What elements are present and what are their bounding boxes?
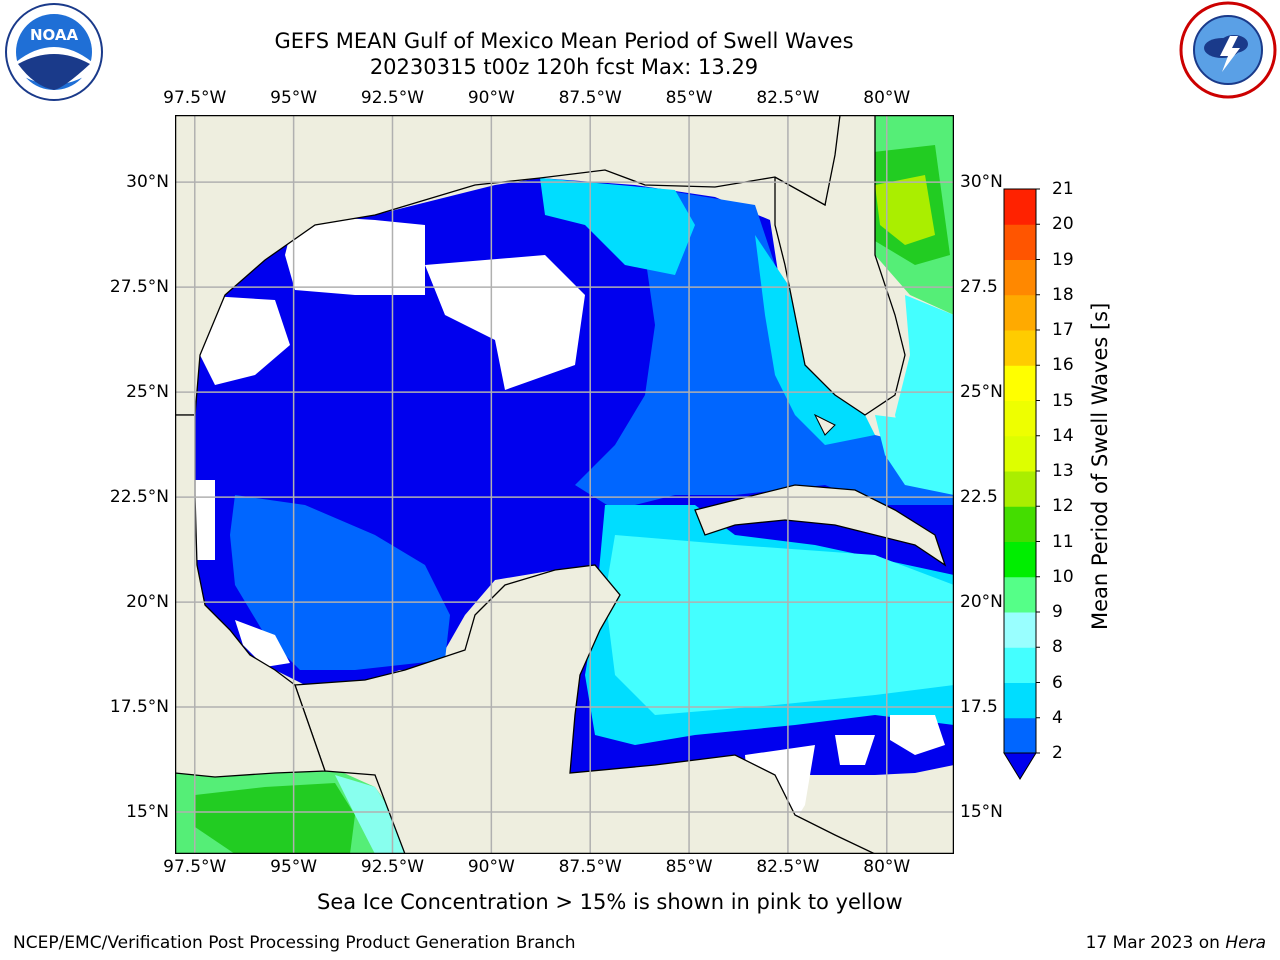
colorbar-segment — [1004, 576, 1036, 613]
colorbar-segment — [1004, 682, 1036, 719]
graticule — [175, 115, 954, 854]
colorbar-tick-label: 4 — [1052, 707, 1063, 728]
atlantic-swell-max — [875, 175, 935, 245]
longitude-tick-label: 95°W — [270, 857, 318, 877]
longitude-tick-label: 85°W — [665, 88, 713, 108]
colorbar-tick-label: 18 — [1052, 284, 1074, 305]
central-america-land — [294, 564, 876, 854]
colorbar-tick-label: 10 — [1052, 566, 1074, 587]
latitude-tick-label: 17.5°N — [109, 697, 169, 718]
cuba-land — [694, 484, 947, 567]
map-title: GEFS MEAN Gulf of Mexico Mean Period of … — [274, 29, 854, 53]
colorbar-tick-label: 16 — [1052, 355, 1074, 376]
host-text: Hera — [1225, 933, 1266, 953]
colorbar-tick-label: 6 — [1052, 672, 1063, 693]
pacific-swell-edge — [335, 775, 410, 854]
colorbar-segment — [1004, 400, 1036, 437]
colorbar-segment — [1004, 189, 1036, 225]
colorbar-segment — [1004, 717, 1036, 754]
colorbar-segment — [1004, 541, 1036, 578]
longitude-tick-label: 87.5°W — [558, 88, 622, 108]
date-text: 17 Mar 2023 on — [1085, 933, 1226, 953]
latitude-tick-label-right: 25°N — [960, 382, 1003, 403]
caribbean-core — [605, 535, 954, 715]
latitude-tick-label: 20°N — [126, 592, 169, 613]
colorbar-tick-label: 9 — [1052, 602, 1063, 622]
longitude-tick-label: 85°W — [665, 857, 713, 877]
latitude-tick-label-right: 22.5 — [960, 487, 998, 508]
colorbar-segment — [1004, 259, 1036, 296]
longitude-tick-label: 82.5°W — [756, 857, 820, 877]
colorbar-tick-label: 13 — [1052, 461, 1074, 481]
colorbar-segment — [1004, 435, 1036, 472]
longitude-tick-label: 92.5°W — [360, 857, 425, 877]
longitude-tick-label: 97.5°W — [163, 857, 227, 877]
longitude-tick-label: 80°W — [863, 857, 911, 877]
colorbar-segment — [1004, 506, 1036, 542]
colorbar-tick-label: 21 — [1052, 179, 1074, 199]
latitude-tick-label-right: 30°N — [960, 172, 1003, 193]
colorbar-tick-label: 19 — [1052, 249, 1074, 270]
undefined-region-3 — [195, 295, 290, 385]
undefined-region-7 — [835, 735, 875, 765]
colorbar-segment — [1004, 365, 1036, 401]
latitude-tick-label: 15°N — [126, 802, 169, 822]
longitude-tick-label: 92.5°W — [360, 88, 425, 108]
undefined-region-2 — [425, 255, 585, 390]
longitude-tick-label: 82.5°W — [756, 88, 820, 108]
colorbar-label: Mean Period of Swell Waves [s] — [1088, 302, 1112, 630]
colorbar-tick-label: 11 — [1052, 531, 1074, 552]
colorbar-tick-label: 12 — [1052, 496, 1074, 517]
keys-islands — [813, 413, 836, 436]
pacific-swell-core — [195, 783, 355, 854]
longitude-tick-label: 90°W — [467, 88, 515, 108]
colorbar — [1003, 188, 1040, 780]
latitude-tick-label-right: 17.5 — [960, 697, 998, 718]
longitude-tick-label: 87.5°W — [558, 857, 622, 877]
undefined-region-8 — [235, 620, 290, 667]
colorbar-segment — [1004, 471, 1036, 507]
longitude-tick-label: 90°W — [467, 857, 515, 877]
longitude-tick-label: 80°W — [863, 88, 911, 108]
undefined-region-6 — [890, 715, 945, 755]
northeast-gulf-cyan — [540, 178, 695, 275]
colorbar-segment — [1004, 294, 1036, 331]
colorbar-tick-label: 20 — [1052, 214, 1074, 235]
sea-ice-note: Sea Ice Concentration > 15% is shown in … — [317, 890, 903, 914]
colorbar-underflow-triangle — [1003, 752, 1037, 780]
undefined-region-1 — [285, 215, 425, 295]
southwest-gulf-swell — [230, 495, 450, 670]
colorbar-tick-label: 8 — [1052, 637, 1063, 658]
undefined-region-4 — [195, 480, 215, 560]
credit-text: NCEP/EMC/Verification Post Processing Pr… — [13, 933, 576, 953]
map-frame — [175, 115, 954, 854]
us-gulf-coast-land — [175, 115, 841, 416]
colorbar-tick-label: 15 — [1052, 390, 1074, 411]
map-subtitle: 20230315 t00z 120h fcst Max: 13.29 — [369, 55, 759, 79]
map-panel — [175, 115, 954, 854]
colorbar-segment — [1004, 224, 1036, 260]
straits-swell — [875, 415, 954, 495]
latitude-tick-label-right: 27.5 — [960, 277, 998, 298]
colorbar-segment — [1004, 612, 1036, 648]
longitude-tick-label: 95°W — [270, 88, 318, 108]
colorbar-segment — [1004, 647, 1036, 683]
latitude-tick-label: 30°N — [126, 172, 169, 193]
date-stamp: 17 Mar 2023 on Hera — [1086, 933, 1266, 953]
latitude-tick-label: 25°N — [126, 382, 169, 403]
national-weather-service-logo — [1178, 0, 1278, 104]
noaa-logo: NOAA — [4, 2, 104, 106]
latitude-tick-label: 22.5°N — [109, 487, 169, 508]
latitude-tick-label: 27.5°N — [109, 277, 169, 298]
colorbar-tick-label: 14 — [1052, 425, 1074, 446]
colorbar-segment — [1004, 330, 1036, 366]
colorbar-tick-label: 17 — [1052, 320, 1074, 340]
latitude-tick-label-right: 20°N — [960, 592, 1003, 613]
latitude-tick-label-right: 15°N — [960, 802, 1003, 822]
colorbar-tick-label: 2 — [1052, 743, 1063, 763]
longitude-tick-label: 97.5°W — [163, 88, 227, 108]
svg-text:NOAA: NOAA — [30, 26, 79, 44]
